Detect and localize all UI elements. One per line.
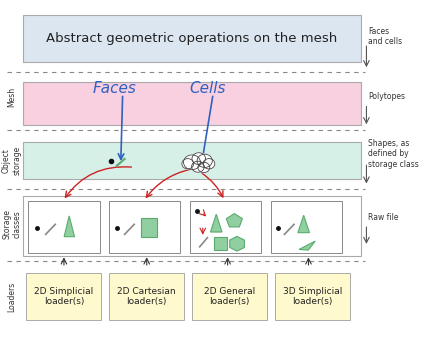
FancyBboxPatch shape	[109, 273, 184, 320]
Text: Faces
and cells: Faces and cells	[368, 27, 402, 46]
Polygon shape	[210, 214, 222, 232]
FancyBboxPatch shape	[214, 237, 227, 250]
Text: Storage
classes: Storage classes	[2, 209, 22, 239]
Text: 3D Simplicial
loader(s): 3D Simplicial loader(s)	[283, 287, 342, 306]
Text: Shapes, as
defined by
storage class: Shapes, as defined by storage class	[368, 139, 419, 169]
Polygon shape	[230, 236, 244, 251]
FancyBboxPatch shape	[275, 273, 350, 320]
FancyBboxPatch shape	[22, 196, 361, 256]
Polygon shape	[299, 241, 315, 250]
Circle shape	[198, 162, 210, 173]
Circle shape	[197, 154, 212, 167]
FancyBboxPatch shape	[22, 15, 361, 62]
Circle shape	[192, 153, 206, 165]
Text: 2D General
loader(s): 2D General loader(s)	[204, 287, 255, 306]
Text: Raw file: Raw file	[368, 213, 399, 222]
Text: Cells: Cells	[189, 81, 226, 96]
Text: Mesh: Mesh	[7, 87, 16, 107]
Circle shape	[192, 161, 204, 172]
FancyBboxPatch shape	[28, 201, 100, 253]
Text: Faces: Faces	[93, 81, 137, 96]
Circle shape	[203, 159, 215, 169]
FancyBboxPatch shape	[190, 201, 261, 253]
FancyBboxPatch shape	[26, 273, 101, 320]
FancyBboxPatch shape	[22, 82, 361, 125]
FancyBboxPatch shape	[22, 142, 361, 179]
Text: Polytopes: Polytopes	[368, 92, 405, 101]
Polygon shape	[64, 216, 75, 237]
Circle shape	[182, 159, 194, 169]
FancyBboxPatch shape	[271, 201, 342, 253]
Text: 2D Simplicial
loader(s): 2D Simplicial loader(s)	[34, 287, 94, 306]
Polygon shape	[298, 215, 310, 233]
Text: Object
storage: Object storage	[2, 146, 22, 175]
FancyBboxPatch shape	[141, 218, 156, 237]
FancyBboxPatch shape	[109, 201, 181, 253]
Circle shape	[184, 155, 201, 170]
FancyBboxPatch shape	[192, 273, 267, 320]
Text: Loaders: Loaders	[7, 281, 16, 312]
Text: Abstract geometric operations on the mesh: Abstract geometric operations on the mes…	[46, 32, 338, 45]
Polygon shape	[226, 214, 243, 227]
Text: 2D Cartesian
loader(s): 2D Cartesian loader(s)	[117, 287, 176, 306]
